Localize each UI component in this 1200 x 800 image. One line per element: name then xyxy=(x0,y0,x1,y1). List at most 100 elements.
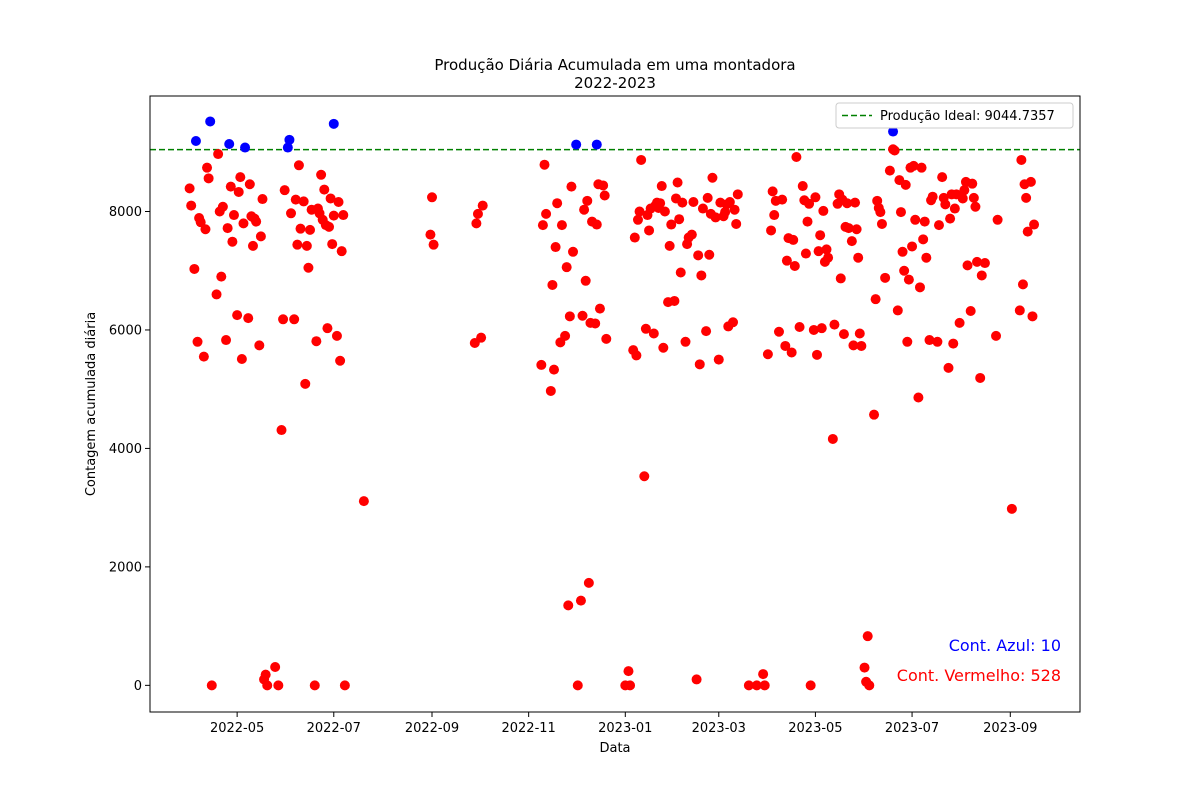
red-data-point xyxy=(227,236,238,247)
red-data-point xyxy=(327,239,338,250)
red-data-point xyxy=(333,197,344,208)
red-data-point xyxy=(842,198,853,209)
red-data-point xyxy=(322,323,333,334)
red-data-point xyxy=(213,149,224,160)
red-data-point xyxy=(968,192,979,203)
axes-layer: 2022-05 2022-07 2022-09 2022-11 2023-01 2023-… xyxy=(109,205,1038,736)
red-data-point xyxy=(316,169,327,180)
red-data-point xyxy=(305,224,316,235)
red-data-point xyxy=(962,260,973,271)
x-axis-label: Data xyxy=(599,741,630,756)
red-data-point xyxy=(766,225,777,236)
red-data-point xyxy=(541,208,552,219)
red-data-point xyxy=(198,351,209,362)
red-data-point xyxy=(233,186,244,197)
red-data-point xyxy=(808,324,819,335)
red-data-point xyxy=(729,204,740,215)
red-data-point xyxy=(598,180,609,191)
red-data-point xyxy=(686,229,697,240)
red-data-point xyxy=(972,256,983,267)
red-data-point xyxy=(1027,311,1038,322)
chart-title: Produção Diária Acumulada em uma montado… xyxy=(434,56,795,74)
red-data-point xyxy=(235,172,246,183)
legend-box xyxy=(835,102,1074,129)
red-data-point xyxy=(992,214,1003,225)
red-data-point xyxy=(338,210,349,221)
red-data-point xyxy=(666,219,677,230)
x-tick-label: 2022-09 xyxy=(405,721,459,736)
red-data-point xyxy=(835,273,846,284)
red-data-point xyxy=(818,205,829,216)
red-data-point xyxy=(547,279,558,290)
red-data-point xyxy=(892,305,903,316)
red-data-point xyxy=(827,433,838,444)
red-data-point xyxy=(804,198,815,209)
red-data-point xyxy=(629,232,640,243)
red-data-point xyxy=(889,145,900,156)
points-layer xyxy=(184,116,1040,691)
x-tick-label: 2023-07 xyxy=(885,721,939,736)
red-data-point xyxy=(991,330,1002,341)
red-data-point xyxy=(850,197,861,208)
red-data-point xyxy=(640,323,651,334)
red-data-point xyxy=(791,152,802,163)
red-data-point xyxy=(324,221,335,232)
red-data-point xyxy=(672,177,683,188)
red-data-point xyxy=(243,313,254,324)
red-data-point xyxy=(702,192,713,203)
red-data-point xyxy=(794,322,805,332)
red-data-point xyxy=(713,354,724,365)
red-data-point xyxy=(549,364,559,375)
red-data-point xyxy=(477,200,488,211)
red-data-point xyxy=(812,349,822,360)
red-data-point xyxy=(216,271,227,282)
x-tick-label: 2023-01 xyxy=(598,721,652,736)
red-data-point xyxy=(677,197,688,208)
red-data-point xyxy=(810,192,821,203)
red-data-point xyxy=(561,262,572,273)
red-data-point xyxy=(940,199,951,210)
red-data-point xyxy=(303,262,314,273)
x-tick-label: 2022-07 xyxy=(307,721,361,736)
red-data-point xyxy=(777,194,788,205)
red-data-point xyxy=(1025,176,1036,187)
blue-data-point xyxy=(224,138,235,149)
red-data-point xyxy=(580,275,591,286)
legend-label: Produção Ideal: 9044.7357 xyxy=(880,109,1055,124)
red-data-point xyxy=(704,249,715,260)
red-data-point xyxy=(582,195,593,206)
red-data-point xyxy=(560,330,571,341)
red-data-point xyxy=(914,282,925,293)
red-data-point xyxy=(206,680,217,691)
red-data-point xyxy=(674,214,685,225)
red-data-point xyxy=(945,213,956,224)
red-data-point xyxy=(579,204,590,215)
x-tick-label: 2022-11 xyxy=(501,721,555,736)
red-data-point xyxy=(537,220,548,231)
x-tick-label: 2022-05 xyxy=(210,721,264,736)
red-data-point xyxy=(1006,503,1017,514)
red-data-point xyxy=(815,230,826,241)
y-tick-label: 4000 xyxy=(109,442,142,457)
blue-data-point xyxy=(284,134,295,145)
blue-data-point xyxy=(328,118,339,129)
red-data-point xyxy=(427,192,438,203)
blue-data-point xyxy=(205,116,216,127)
red-data-point xyxy=(476,332,487,343)
blue-count-label: Cont. Azul: 10 xyxy=(949,636,1061,655)
red-data-point xyxy=(919,216,930,227)
red-data-point xyxy=(970,201,981,212)
red-data-point xyxy=(319,184,330,195)
red-data-point xyxy=(566,181,577,192)
red-data-point xyxy=(255,231,266,242)
red-data-point xyxy=(311,336,322,347)
red-data-point xyxy=(691,674,702,685)
red-data-point xyxy=(655,198,666,209)
red-data-point xyxy=(225,181,236,192)
red-data-point xyxy=(1021,192,1032,203)
red-data-point xyxy=(632,214,643,225)
red-data-point xyxy=(658,342,669,353)
red-data-point xyxy=(601,333,612,344)
y-tick-label: 0 xyxy=(134,679,142,694)
red-data-point xyxy=(907,241,918,252)
